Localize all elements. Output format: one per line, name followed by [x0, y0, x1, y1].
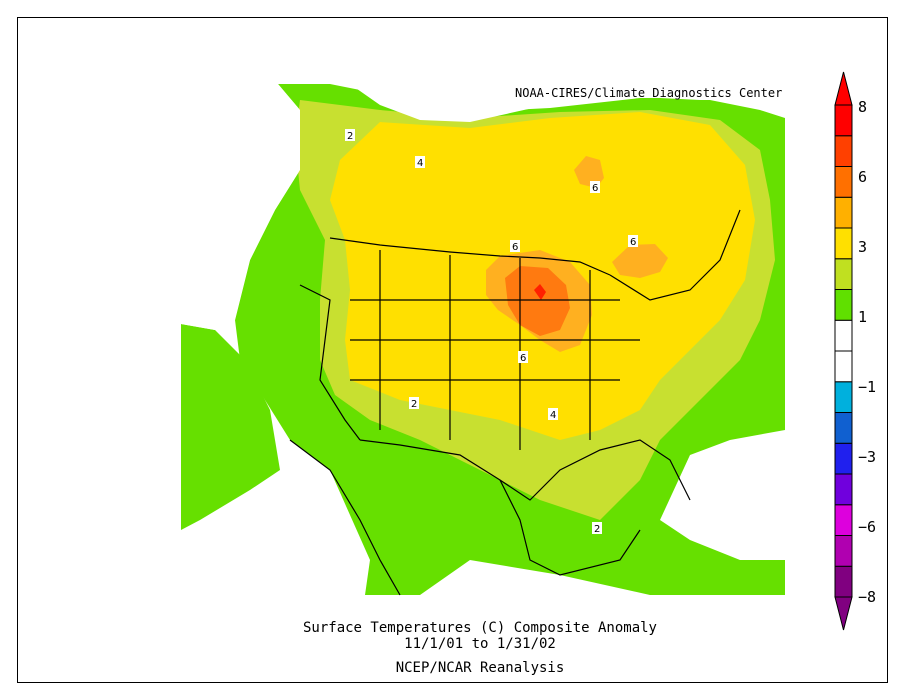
colorbar-swatch	[834, 289, 853, 321]
contour-label: 6	[520, 353, 526, 364]
colorbar-label: −3	[858, 448, 877, 466]
contour-label: 2	[347, 131, 353, 142]
colorbar-label: 6	[858, 168, 868, 186]
colorbar-swatch	[834, 381, 853, 413]
plot-frame	[17, 17, 888, 683]
colorbar-swatch	[834, 104, 853, 137]
colorbar-arrow-low	[834, 596, 853, 631]
region-anomaly-1-2-pacific	[181, 324, 280, 530]
colorbar-swatch	[834, 227, 853, 260]
colorbar-label: −6	[858, 518, 877, 536]
contour-label: 2	[411, 399, 417, 410]
colorbar-swatch	[834, 135, 853, 167]
region-anomaly-0-1-atlantic	[660, 430, 785, 560]
colorbar-swatch	[834, 442, 853, 475]
colorbar-swatch	[834, 535, 853, 567]
colorbar-swatch	[834, 258, 853, 290]
contour-label: 6	[592, 183, 598, 194]
date-range: 11/1/01 to 1/31/02	[404, 636, 556, 652]
colorbar-label: 3	[858, 238, 868, 256]
data-source: NCEP/NCAR Reanalysis	[395, 660, 565, 676]
colorbar-swatch	[834, 350, 853, 383]
contour-labels: 2 4 6 6 6 6 2 4 2	[345, 129, 638, 535]
credit-text: NOAA-CIRES/Climate Diagnostics Center	[515, 86, 783, 100]
region-anomaly-5-6-east	[612, 244, 668, 278]
colorbar-swatch	[834, 319, 853, 352]
region-anomaly-6-8	[505, 266, 570, 336]
contour-label: 4	[550, 410, 556, 421]
region-anomaly-0-1-pacific	[181, 84, 300, 330]
region-anomaly-5-6-north	[574, 156, 604, 188]
colorbar-swatch	[834, 412, 853, 444]
colorbar	[834, 71, 853, 631]
region-anomaly-0-1-north	[350, 84, 780, 122]
region-anomaly-8-plus	[534, 284, 546, 300]
colorbar-swatch	[834, 473, 853, 506]
colorbar-label: −8	[858, 588, 877, 606]
political-boundaries	[289, 209, 741, 596]
contour-label: 2	[594, 524, 600, 535]
colorbar-swatch	[834, 565, 853, 598]
colorbar-swatch	[834, 504, 853, 536]
contour-label: 4	[417, 158, 423, 169]
colorbar-arrow-high	[834, 71, 853, 106]
colorbar-label: −1	[858, 378, 877, 396]
plot-title: Surface Temperatures (C) Composite Anoma…	[302, 620, 657, 636]
colorbar-label: 1	[858, 308, 868, 326]
contour-label: 6	[512, 242, 518, 253]
colorbar-swatch	[834, 166, 853, 198]
contour-label: 6	[630, 237, 636, 248]
colorbar-swatch	[834, 196, 853, 229]
colorbar-label: 8	[858, 98, 868, 116]
